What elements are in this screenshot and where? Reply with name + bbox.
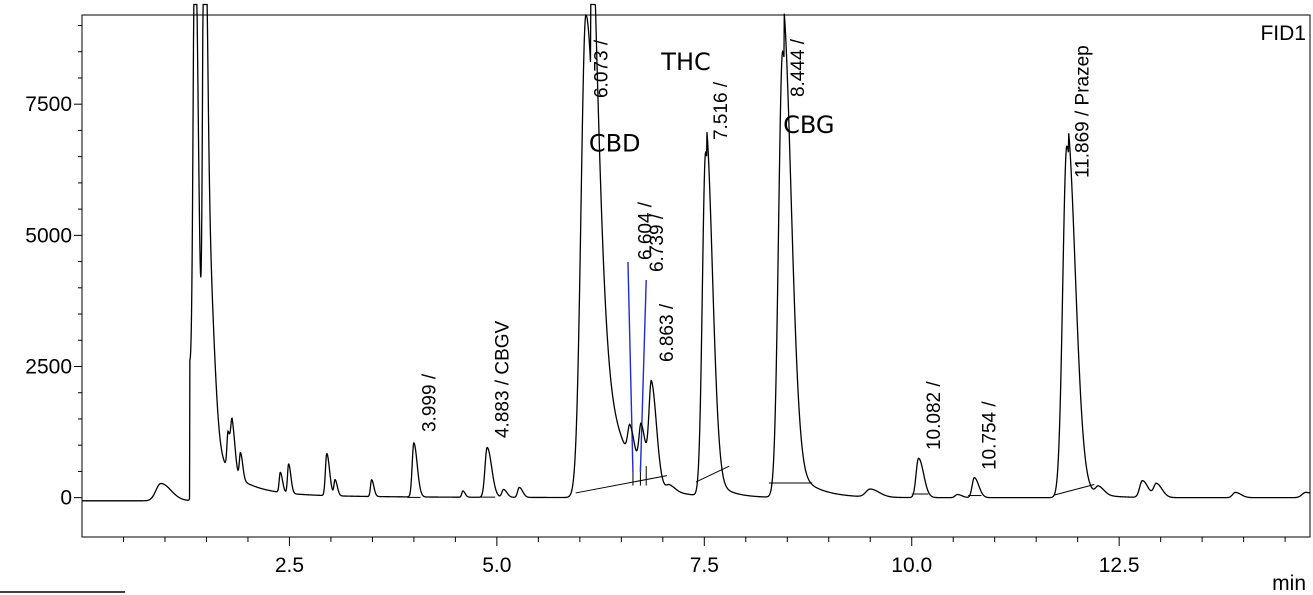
peak-labels: 3.999 / 4.883 / CBGV 6.073 / 6.604 /6.739 /…	[420, 38, 1094, 470]
y-axis: 0 2500 5000 7500	[25, 24, 82, 510]
compound-label: THC	[660, 48, 710, 76]
peak-6739-leader-line	[639, 279, 647, 473]
x-axis: 2.5 5.0 7.5 10.0 12.5	[122, 537, 1286, 577]
peak-label: 10.754 /	[980, 401, 1001, 470]
x-tick-label: 10.0	[891, 554, 932, 577]
y-tick-label: 2500	[25, 355, 72, 378]
peak-label: 7.516 /	[711, 81, 732, 140]
y-tick-label: 5000	[25, 224, 72, 247]
integration-baseline	[575, 475, 668, 494]
peak-label: 10.082 /	[924, 381, 945, 450]
peak-label: 6.073 /	[591, 39, 612, 98]
peak-6604-leader-line	[627, 261, 634, 473]
x-tick-label: 7.5	[690, 554, 719, 577]
compound-label: CBD	[589, 129, 641, 157]
x-tick-label: 5.0	[482, 554, 511, 577]
x-tick-label: 12.5	[1099, 554, 1140, 577]
compound-label: CBG	[783, 111, 834, 139]
peak-label: 6.739 /	[647, 213, 668, 272]
peak-label: 4.883 / CBGV	[493, 320, 514, 438]
chromatogram-trace	[82, 3, 1311, 502]
peak-label: 6.604 /	[635, 201, 656, 260]
peak-label: 3.999 /	[420, 373, 441, 432]
integration-baseline	[1054, 484, 1095, 496]
detector-label: FID1	[1260, 22, 1306, 45]
integration-baseline	[695, 465, 730, 483]
plot-frame	[81, 14, 1311, 538]
y-tick-label: 0	[60, 487, 72, 510]
peak-label: 8.444 /	[788, 38, 809, 97]
compound-labels: CBD THC CBG	[589, 48, 835, 157]
peak-label: 11.869 / Prazep	[1073, 45, 1094, 178]
peak-label: 6.863 /	[657, 303, 678, 362]
y-tick-label: 7500	[25, 93, 72, 116]
x-tick-label: 2.5	[275, 554, 304, 577]
annotation-lines	[627, 261, 647, 473]
x-unit-label: min	[1272, 572, 1306, 595]
